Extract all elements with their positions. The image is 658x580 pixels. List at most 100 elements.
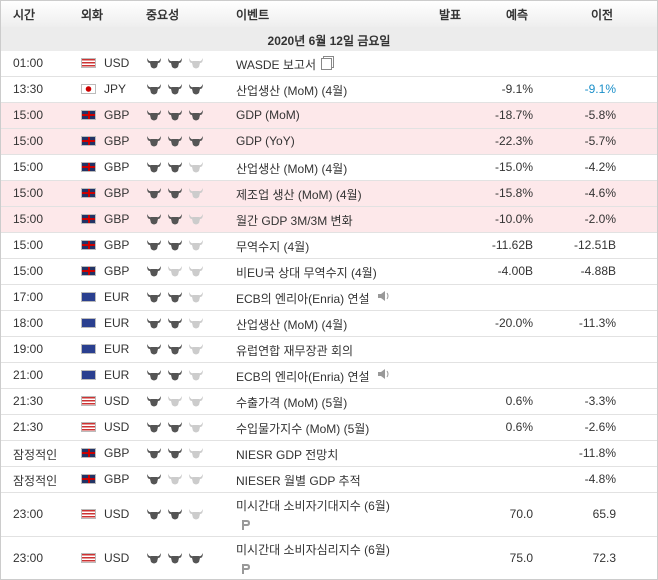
- event: 산업생산 (MoM) (4월): [236, 84, 348, 98]
- event: GDP (YoY): [236, 134, 295, 148]
- importance-icon: [188, 135, 204, 151]
- preliminary-icon: [241, 563, 251, 578]
- importance-icon: [146, 508, 162, 524]
- previous: 65.9: [592, 507, 616, 521]
- importance-icon: [146, 187, 162, 203]
- importance-icon: [167, 135, 183, 151]
- flag: [81, 318, 96, 328]
- event: 수출가격 (MoM) (5월): [236, 396, 348, 410]
- event: 무역수지 (4월): [236, 240, 310, 254]
- event: GDP (MoM): [236, 108, 300, 122]
- flag: [81, 396, 96, 406]
- forecast: -9.1%: [501, 82, 533, 96]
- flag: [81, 553, 96, 563]
- flag: [81, 188, 96, 198]
- event: 산업생산 (MoM) (4월): [236, 318, 348, 332]
- currency: USD: [104, 394, 130, 408]
- forecast: -4.00B: [497, 264, 533, 278]
- importance-icon: [167, 508, 183, 524]
- event: 유럽연합 재무장관 회의: [236, 344, 354, 358]
- flag: [81, 58, 96, 68]
- previous: -12.51B: [573, 238, 616, 252]
- event: 미시간대 소비자기대지수 (6월): [236, 499, 390, 513]
- currency: EUR: [104, 290, 130, 304]
- event-row: 01:00 USD WASDE 보고서: [1, 51, 657, 77]
- importance-icon: [167, 265, 183, 281]
- importance-icon: [188, 508, 204, 524]
- importance-icon: [167, 213, 183, 229]
- column-header: 외화: [81, 8, 104, 22]
- event-row: 21:00 EUR ECB의 엔리아(Enria) 연설: [1, 363, 657, 389]
- currency: GBP: [104, 160, 130, 174]
- importance-icon: [188, 473, 204, 489]
- time: 15:00: [13, 186, 44, 200]
- forecast: -22.3%: [494, 134, 533, 148]
- event-row: 13:30 JPY 산업생산 (MoM) (4월) -9.1% -9.1%: [1, 77, 657, 103]
- importance-icon: [146, 135, 162, 151]
- importance-icon: [167, 83, 183, 99]
- currency: USD: [104, 420, 130, 434]
- importance-icon: [146, 83, 162, 99]
- importance-icon: [188, 83, 204, 99]
- importance-icon: [188, 161, 204, 177]
- doc-icon: [321, 58, 332, 70]
- flag: [81, 266, 96, 276]
- importance-icon: [167, 552, 183, 568]
- previous: -9.1%: [584, 82, 616, 96]
- event: ECB의 엔리아(Enria) 연설: [236, 292, 370, 306]
- importance-icon: [167, 187, 183, 203]
- importance-icon: [167, 291, 183, 307]
- forecast: 75.0: [509, 551, 533, 565]
- event: 미시간대 소비자심리지수 (6월): [236, 543, 390, 557]
- time: 15:00: [13, 264, 44, 278]
- time: 잠정적인: [13, 474, 58, 488]
- importance-icon: [188, 343, 204, 359]
- previous: 72.3: [592, 551, 616, 565]
- time: 19:00: [13, 342, 44, 356]
- time: 17:00: [13, 290, 44, 304]
- event-row: 15:00 GBP GDP (MoM) -18.7% -5.8%: [1, 103, 657, 129]
- previous: -4.88B: [580, 264, 616, 278]
- importance-icon: [188, 109, 204, 125]
- time: 15:00: [13, 160, 44, 174]
- time: 01:00: [13, 56, 44, 70]
- event: ECB의 엔리아(Enria) 연설: [236, 370, 370, 384]
- flag: [81, 84, 96, 94]
- importance-icon: [146, 213, 162, 229]
- flag: [81, 370, 96, 380]
- previous: -2.0%: [584, 212, 616, 226]
- time: 21:30: [13, 394, 44, 408]
- column-header: 이전: [591, 8, 614, 22]
- forecast: 70.0: [509, 507, 533, 521]
- importance-icon: [146, 57, 162, 73]
- event: 수입물가지수 (MoM) (5월): [236, 422, 370, 436]
- column-header: 예측: [506, 8, 529, 22]
- importance-icon: [167, 161, 183, 177]
- currency: GBP: [104, 264, 130, 278]
- time: 23:00: [13, 551, 44, 565]
- event-row: 19:00 EUR 유럽연합 재무장관 회의: [1, 337, 657, 363]
- event-row: 15:00 GBP 비EU국 상대 무역수지 (4월) -4.00B -4.88B: [1, 259, 657, 285]
- forecast: 0.6%: [505, 420, 533, 434]
- flag: [81, 344, 96, 354]
- importance-icon: [167, 473, 183, 489]
- event-row: 잠정적인 GBP NIESER 월별 GDP 추적 -4.8%: [1, 467, 657, 493]
- time: 18:00: [13, 316, 44, 330]
- event: 월간 GDP 3M/3M 변화: [236, 214, 353, 228]
- event: 비EU국 상대 무역수지 (4월): [236, 266, 377, 280]
- previous: -3.3%: [584, 394, 616, 408]
- flag: [81, 474, 96, 484]
- importance-icon: [146, 473, 162, 489]
- importance-icon: [146, 369, 162, 385]
- time: 잠정적인: [13, 448, 58, 462]
- currency: EUR: [104, 368, 130, 382]
- importance-icon: [167, 109, 183, 125]
- speaker-icon: [377, 368, 390, 383]
- currency: GBP: [104, 212, 130, 226]
- importance-icon: [188, 369, 204, 385]
- importance-icon: [167, 447, 183, 463]
- time: 15:00: [13, 238, 44, 252]
- event: NIESR GDP 전망치: [236, 448, 339, 462]
- header-row: 시간 외화 중요성 이벤트 발표 예측 이전: [1, 1, 657, 28]
